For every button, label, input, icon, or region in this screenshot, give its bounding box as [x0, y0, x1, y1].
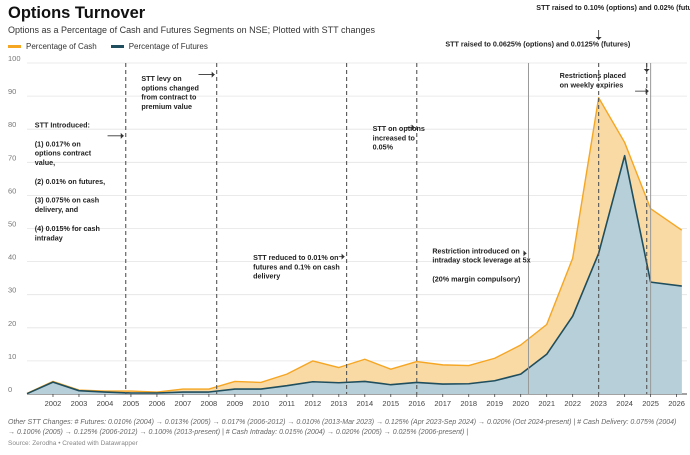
- line-futures: [26, 154, 682, 395]
- chart-subtitle: Options as a Percentage of Cash and Futu…: [8, 25, 376, 35]
- annotation-text: (20% margin compulsory): [432, 275, 520, 284]
- annotation-text: (1) 0.017% on: [35, 139, 81, 148]
- area-chart: 0 10 20 30 40 50 60 70 80 90 100 2002 2003 2004 2005 20…: [8, 3, 690, 408]
- annotation-arrowhead: [523, 250, 527, 257]
- annotation-arrowhead: [645, 88, 649, 95]
- annotation-text: options changed: [141, 83, 199, 92]
- x-tick-label: 2022: [564, 399, 581, 408]
- x-tick-label: 2007: [175, 399, 192, 408]
- annotation-text: STT on options: [373, 124, 425, 133]
- annotation-arrowhead-down: [595, 37, 602, 40]
- x-tick-label: 2024: [616, 399, 633, 408]
- annotation-text: premium value: [141, 102, 192, 111]
- chart-title: Options Turnover: [8, 4, 146, 22]
- x-tick-label: 2023: [590, 399, 607, 408]
- x-tick-label: 2018: [460, 399, 477, 408]
- annotation-arrowhead-down: [643, 69, 650, 72]
- annotation-text: increased to: [373, 133, 416, 142]
- y-tick-label: 100: [8, 54, 21, 63]
- annotation-text: intraday stock leverage at 5x: [432, 256, 530, 265]
- annotation-text: STT levy on: [141, 74, 181, 83]
- annotation-text: STT Introduced:: [35, 121, 90, 130]
- x-tick-label: 2004: [97, 399, 114, 408]
- annotation-text: 0.05%: [373, 143, 394, 152]
- annotation-text: futures and 0.1% on cash: [253, 262, 340, 271]
- x-tick-label: 2010: [253, 399, 270, 408]
- annotation-arrowhead: [120, 132, 124, 139]
- annotation-text: (2) 0.01% on futures,: [35, 177, 105, 186]
- annotation-text: Restriction introduced on: [432, 246, 519, 255]
- y-tick-label: 40: [8, 253, 16, 262]
- x-tick-label: 2002: [45, 399, 62, 408]
- x-tick-label: 2019: [486, 399, 503, 408]
- x-tick-label: 2006: [149, 399, 166, 408]
- y-tick-label: 0: [8, 385, 12, 394]
- x-tick-label: 2005: [123, 399, 140, 408]
- annotation-text: STT reduced to 0.01% on: [253, 253, 338, 262]
- source-credit: Source: Zerodha • Created with Datawrapp…: [8, 440, 138, 447]
- y-tick-label: 10: [8, 352, 16, 361]
- annotation-arrowhead: [411, 124, 415, 131]
- annotation-text: STT raised to 0.0625% (options) and 0.01…: [445, 39, 631, 48]
- y-tick-label: 50: [8, 220, 16, 229]
- x-tick-label: 2015: [382, 399, 399, 408]
- annotation-text: from contract to: [141, 93, 197, 102]
- line-cash: [26, 97, 683, 394]
- x-tick-label: 2016: [408, 399, 425, 408]
- annotation-text: on weekly expiries: [560, 80, 624, 89]
- chart-legend: Percentage of Cash Percentage of Futures: [8, 42, 208, 51]
- annotation-arrowhead: [341, 253, 345, 260]
- annotation-text: (3) 0.075% on cash: [35, 196, 99, 205]
- x-tick-label: 2017: [434, 399, 451, 408]
- annotation-text: value,: [35, 158, 55, 167]
- legend-item-cash: Percentage of Cash: [8, 42, 97, 51]
- y-tick-label: 60: [8, 186, 16, 195]
- annotation-arrowhead: [211, 71, 215, 78]
- stt-changes-note: Other STT Changes: # Futures: 0.010% (20…: [8, 419, 677, 436]
- x-tick-label: 2011: [279, 399, 295, 408]
- x-tick-label: 2003: [71, 399, 88, 408]
- y-tick-label: 30: [8, 286, 16, 295]
- x-tick-label: 2026: [668, 399, 685, 408]
- annotation-text: Restrictions placed: [560, 71, 626, 80]
- y-tick-label: 20: [8, 319, 16, 328]
- x-tick-label: 2013: [330, 399, 347, 408]
- x-tick-label: 2009: [227, 399, 244, 408]
- y-tick-label: 80: [8, 120, 16, 129]
- area-futures: [27, 155, 682, 394]
- legend-label-futures: Percentage of Futures: [128, 42, 208, 51]
- annotation-text: (4) 0.015% for cash: [35, 224, 100, 233]
- x-tick-label: 2008: [201, 399, 218, 408]
- annotation-text: delivery: [253, 272, 280, 281]
- legend-swatch-futures: [110, 45, 124, 48]
- legend-item-futures: Percentage of Futures: [110, 42, 208, 51]
- y-tick-label: 90: [8, 87, 16, 96]
- x-tick-label: 2021: [538, 399, 555, 408]
- x-tick-label: 2014: [356, 399, 373, 408]
- annotation-text: STT raised to 0.10% (options) and 0.02% …: [536, 3, 690, 12]
- legend-swatch-cash: [8, 45, 21, 48]
- annotation-text: options contract: [35, 149, 92, 158]
- legend-label-cash: Percentage of Cash: [26, 42, 97, 51]
- y-tick-label: 70: [8, 153, 16, 162]
- annotation-text: delivery, and: [35, 205, 78, 214]
- annotation-text: intraday: [35, 233, 63, 242]
- x-tick-label: 2012: [304, 399, 321, 408]
- x-tick-label: 2025: [642, 399, 659, 408]
- x-tick-label: 2020: [512, 399, 529, 408]
